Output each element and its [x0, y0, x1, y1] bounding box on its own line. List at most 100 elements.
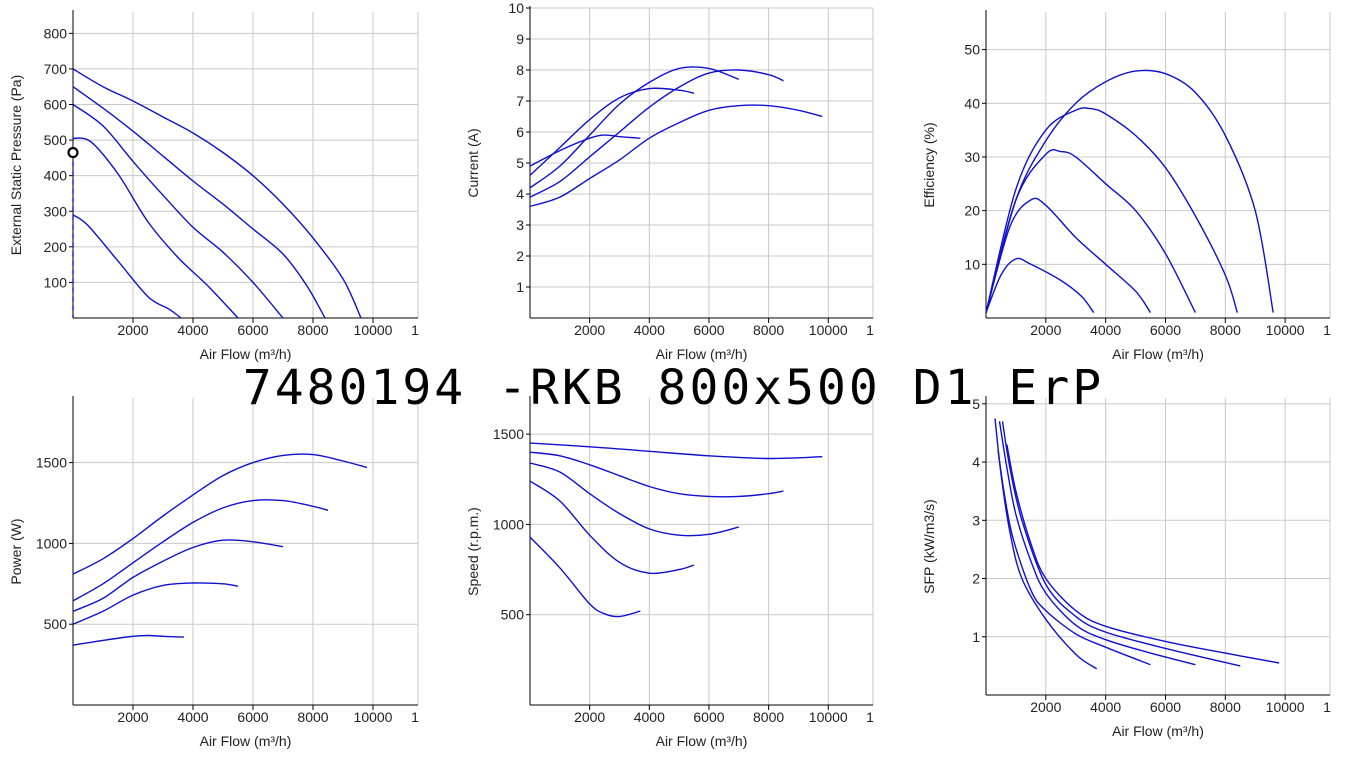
- series-curve-3: [985, 149, 1197, 313]
- series-curve-4: [529, 87, 695, 176]
- y-axis-label: External Static Pressure (Pa): [8, 75, 24, 256]
- y-tick-label: 200: [44, 239, 68, 255]
- y-tick-label: 2: [516, 248, 524, 264]
- x-tick-label: 8000: [1210, 322, 1241, 338]
- x-tick-label: 1: [1323, 699, 1331, 715]
- x-axis-label: Air Flow (m³/h): [656, 733, 748, 749]
- series-curve-3: [529, 462, 739, 537]
- y-tick-label: 40: [964, 95, 980, 111]
- y-axis-label: Current (A): [465, 128, 481, 197]
- series-curve-4: [985, 197, 1152, 314]
- y-tick-label: 500: [501, 607, 525, 623]
- y-tick-label: 30: [964, 149, 980, 165]
- series-curve-4: [72, 582, 239, 625]
- x-tick-label: 6000: [237, 322, 268, 338]
- series-curve-1: [1006, 444, 1280, 664]
- chart-panel-1: 2000 4000 6000 8000 10000 1 100 200 300 400 500 600…: [8, 10, 419, 362]
- x-tick-label: 10000: [354, 709, 393, 725]
- y-tick-label: 50: [964, 42, 980, 58]
- x-tick-label: 2000: [117, 322, 148, 338]
- x-tick-label: 2000: [1030, 699, 1061, 715]
- x-axis-label: Air Flow (m³/h): [200, 733, 292, 749]
- operating-point-marker: [67, 146, 79, 159]
- chart-panel-6: 2000 4000 6000 8000 10000 1 1 2 3 4 5 Air Flow (m³/…: [921, 396, 1331, 739]
- x-axis-label: Air Flow (m³/h): [1112, 723, 1204, 739]
- x-tick-label: 8000: [753, 709, 784, 725]
- chart-panel-3: 2000 4000 6000 8000 10000 1 10 20 30 40 50 Air Flow…: [921, 10, 1331, 362]
- x-tick-label: 2000: [1030, 322, 1061, 338]
- y-tick-label: 1: [972, 629, 980, 645]
- series-curve-5: [529, 134, 641, 167]
- y-axis-label: Efficiency (%): [921, 122, 937, 207]
- x-tick-label: 10000: [809, 709, 848, 725]
- x-tick-label: 4000: [177, 322, 208, 338]
- x-tick-label: 10000: [1266, 699, 1305, 715]
- series-curve-1: [985, 69, 1274, 313]
- x-tick-label: 2000: [574, 709, 605, 725]
- x-tick-label: 1: [411, 709, 419, 725]
- series-curve-5: [72, 214, 182, 319]
- x-tick-label: 6000: [693, 322, 724, 338]
- x-tick-label: 1: [411, 322, 419, 338]
- series-curve-3: [72, 539, 284, 612]
- y-tick-label: 10: [964, 256, 980, 272]
- series-curve-5: [985, 257, 1095, 314]
- series-curve-3: [998, 421, 1196, 666]
- series-curve-1: [529, 442, 823, 460]
- y-tick-label: 9: [516, 31, 524, 47]
- x-tick-label: 6000: [1150, 322, 1181, 338]
- chart-panel-2: 2000 4000 6000 8000 10000 1 1 2 3 4 5 6 7 8 9 10 Air Flo…: [465, 0, 874, 362]
- series-curve-4: [72, 137, 239, 319]
- y-tick-label: 800: [44, 25, 68, 41]
- series-curve-2: [529, 451, 784, 498]
- series-curve-3: [529, 66, 740, 189]
- series-curve-1: [72, 68, 362, 319]
- y-axis-label: SFP (kW/m3/s): [921, 499, 937, 594]
- x-tick-label: 1: [866, 322, 874, 338]
- series-curve-5: [72, 634, 185, 646]
- series-curve-5: [529, 536, 641, 618]
- x-tick-label: 6000: [693, 709, 724, 725]
- y-tick-label: 20: [964, 203, 980, 219]
- x-tick-label: 4000: [1090, 699, 1121, 715]
- y-tick-label: 400: [44, 168, 68, 184]
- y-tick-label: 500: [44, 132, 68, 148]
- y-tick-label: 7: [516, 93, 524, 109]
- y-tick-label: 500: [44, 616, 68, 632]
- x-tick-label: 8000: [1210, 699, 1241, 715]
- x-tick-label: 8000: [753, 322, 784, 338]
- y-tick-label: 700: [44, 61, 68, 77]
- series-curve-1: [529, 104, 823, 208]
- y-tick-label: 1500: [493, 426, 524, 442]
- y-tick-label: 3: [972, 512, 980, 528]
- series-curve-5: [994, 418, 1098, 670]
- y-tick-label: 8: [516, 62, 524, 78]
- y-tick-label: 5: [516, 155, 524, 171]
- series-curve-2: [72, 86, 326, 319]
- x-tick-label: 2000: [574, 322, 605, 338]
- y-axis-label: Speed (r.p.m.): [465, 507, 481, 596]
- x-tick-label: 2000: [117, 709, 148, 725]
- y-tick-label: 6: [516, 124, 524, 140]
- y-tick-label: 600: [44, 97, 68, 113]
- y-tick-label: 100: [44, 274, 68, 290]
- series-curve-1: [72, 453, 368, 575]
- y-tick-label: 3: [516, 217, 524, 233]
- y-tick-label: 1: [516, 279, 524, 295]
- series-curve-2: [72, 499, 329, 602]
- series-curve-4: [529, 480, 695, 575]
- x-tick-label: 8000: [297, 709, 328, 725]
- series-curve-2: [985, 107, 1238, 313]
- x-tick-label: 4000: [634, 709, 665, 725]
- y-tick-label: 1000: [36, 535, 67, 551]
- x-tick-label: 4000: [177, 709, 208, 725]
- x-axis-label: Air Flow (m³/h): [656, 346, 748, 362]
- series-curve-3: [72, 103, 284, 319]
- x-tick-label: 4000: [634, 322, 665, 338]
- x-tick-label: 6000: [237, 709, 268, 725]
- x-axis-label: Air Flow (m³/h): [200, 346, 292, 362]
- x-tick-label: 8000: [297, 322, 328, 338]
